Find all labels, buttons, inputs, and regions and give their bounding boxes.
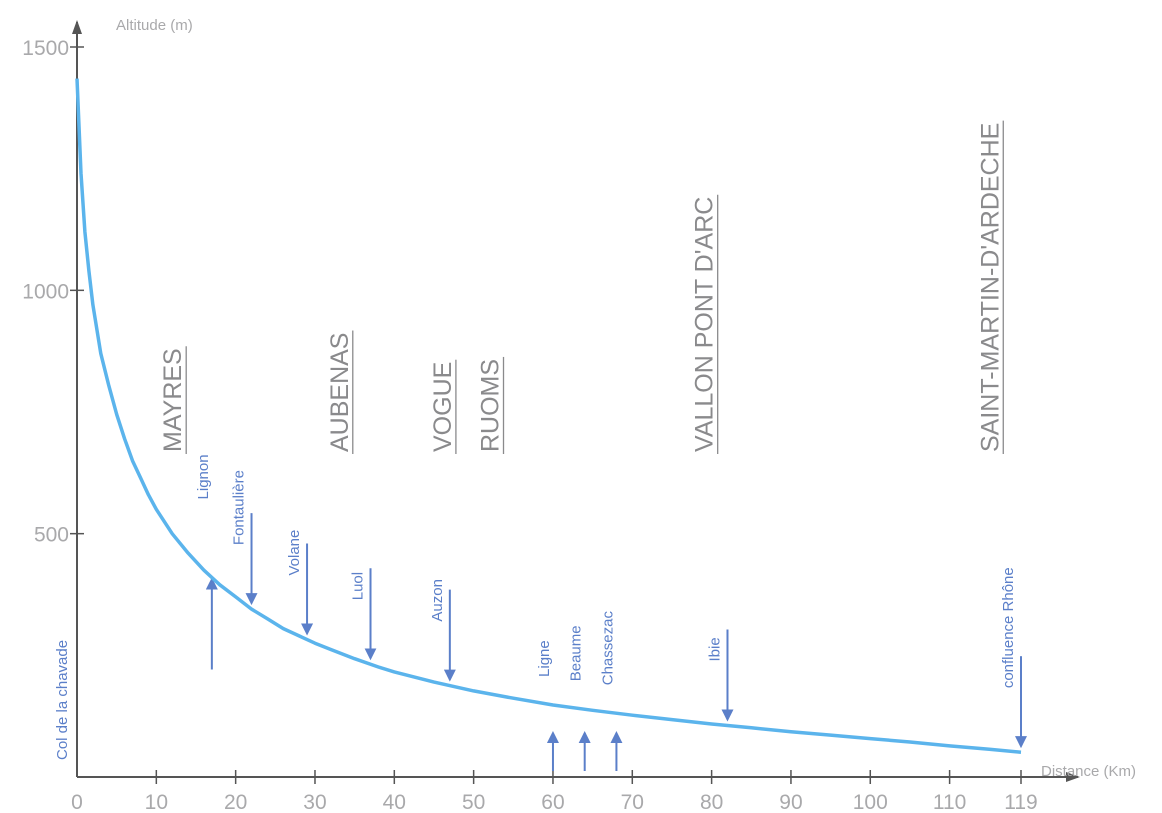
x-tick-label: 30: [303, 791, 326, 813]
river-label: Ibie: [706, 637, 723, 661]
y-axis-title: Altitude (m): [116, 17, 193, 34]
x-tick-label: 70: [621, 791, 644, 813]
series: [75, 78, 1022, 754]
river-label: confluence Rhône: [1000, 567, 1017, 688]
river-label: Chassezac: [599, 611, 616, 686]
river-marker: confluence Rhône: [1000, 567, 1027, 749]
river-marker: Ligne: [536, 640, 559, 771]
town-label-group: VALLON PONT D'ARC: [691, 194, 719, 454]
river-label: Fontaulière: [231, 470, 248, 545]
x-tick-label: 20: [224, 791, 247, 813]
river-label: Beaume: [568, 625, 585, 681]
river-marker: Lignon: [195, 454, 218, 670]
town-label-group: SAINT-MARTIN-D'ARDECHE: [976, 120, 1004, 454]
y-tick-label: 1500: [22, 37, 69, 60]
river-label: Lignon: [195, 454, 212, 499]
town-label: VALLON PONT D'ARC: [691, 197, 719, 452]
x-axis-title: Distance (Km): [1041, 763, 1136, 780]
altitude-series-line: [75, 78, 1022, 754]
x-tick-label: 60: [541, 791, 564, 813]
river-labels: Col de la chavade Lignon Fontaulière Volane…: [54, 454, 1027, 771]
river-label: Col de la chavade: [54, 640, 71, 760]
town-label-group: MAYRES: [159, 346, 187, 454]
x-tick-label: 119: [1004, 791, 1037, 813]
river-marker: Auzon: [429, 579, 456, 682]
river-marker: Beaume: [568, 625, 591, 771]
ticks: 0 10 20 30 40 50 60 70 80 90 100 110 119 500 1000 1500: [22, 37, 1037, 813]
town-labels: MAYRES AUBENAS VOGUE RUOMS VALLON PONT D'ARC…: [159, 120, 1004, 454]
y-tick-label: 1000: [22, 280, 69, 303]
x-tick-label: 80: [700, 791, 723, 813]
x-tick-label: 110: [933, 791, 966, 813]
river-label: Auzon: [429, 579, 446, 622]
y-tick-label: 500: [34, 524, 69, 547]
x-tick-label: 0: [71, 791, 83, 813]
river-marker: Chassezac: [599, 611, 623, 771]
town-label-group: RUOMS: [477, 356, 505, 454]
town-label: RUOMS: [477, 359, 505, 452]
axes: [72, 20, 1080, 782]
x-tick-label: 100: [853, 791, 888, 813]
river-marker: Fontaulière: [231, 470, 258, 606]
town-label-group: AUBENAS: [326, 330, 354, 454]
town-label: VOGUE: [429, 362, 457, 452]
x-tick-label: 90: [779, 791, 802, 813]
river-marker: Luol: [350, 568, 377, 661]
river-label: Luol: [350, 572, 367, 600]
river-marker: Volane: [286, 530, 314, 636]
x-tick-label: 40: [383, 791, 406, 813]
river-marker: Ibie: [706, 629, 734, 722]
x-tick-label: 10: [145, 791, 168, 813]
river-marker: Col de la chavade: [54, 640, 71, 760]
town-label-group: VOGUE: [429, 359, 457, 454]
x-tick-label: 50: [462, 791, 485, 813]
town-label: MAYRES: [159, 348, 187, 452]
river-label: Volane: [286, 530, 303, 576]
town-label: SAINT-MARTIN-D'ARDECHE: [976, 123, 1004, 452]
town-label: AUBENAS: [326, 333, 354, 452]
river-label: Ligne: [536, 640, 553, 677]
